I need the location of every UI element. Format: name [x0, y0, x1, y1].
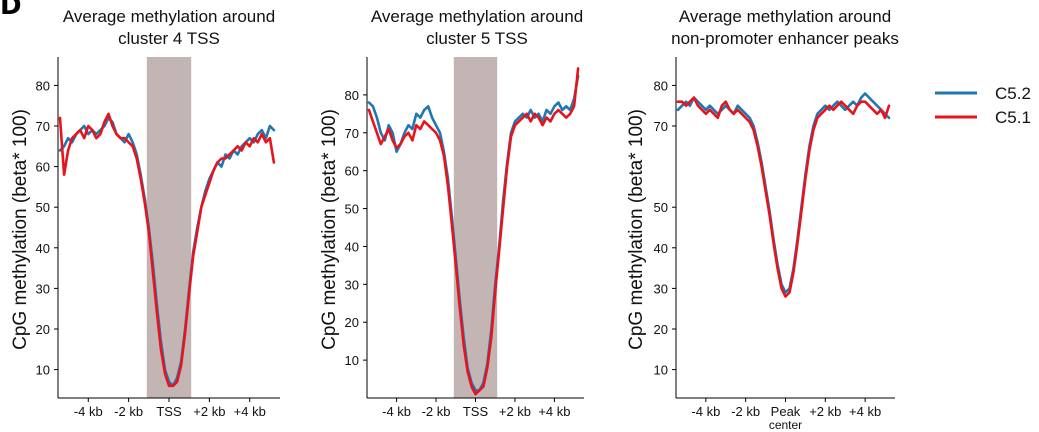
- y-tick-label: 50: [654, 200, 668, 215]
- y-tick-label: 30: [654, 281, 668, 296]
- x-tick-label: +4 kb: [538, 404, 570, 419]
- y-tick-label: 60: [345, 164, 359, 179]
- y-tick-label: 50: [345, 202, 359, 217]
- x-tick-label: -2 kb: [114, 404, 143, 419]
- y-tick-label: 10: [345, 353, 359, 368]
- x-tick-label: -2 kb: [731, 404, 760, 419]
- x-tick-label: +2 kb: [809, 404, 841, 419]
- chart-panel-2: Average methylation around cluster 5 TSS C…: [319, 7, 584, 419]
- y-axis-label: CpG methylation (beta* 100): [319, 109, 340, 350]
- y-tick-label: 80: [36, 78, 50, 93]
- y-tick-label: 40: [36, 241, 50, 256]
- x-tick-label: -4 kb: [74, 404, 103, 419]
- y-axis-label: CpG methylation (beta* 100): [10, 109, 31, 350]
- chart-title-line1: Average methylation around: [63, 7, 275, 26]
- y-tick-label: 40: [654, 241, 668, 256]
- chart-title-line1: Average methylation around: [371, 7, 583, 26]
- x-tick-label: +2 kb: [499, 404, 531, 419]
- chart-title-line2: cluster 5 TSS: [426, 29, 528, 48]
- y-tick-label: 70: [345, 126, 359, 141]
- chart-panel-3: Average methylation around non-promoter e…: [626, 7, 899, 432]
- series-line-c5-1: [676, 96, 891, 298]
- y-tick-label: 20: [654, 322, 668, 337]
- series-line-c5-2: [676, 92, 891, 294]
- x-tick-label: -2 kb: [422, 404, 451, 419]
- series-line-c5-1: [367, 67, 580, 396]
- x-tick-label: TSS: [463, 404, 489, 419]
- y-tick-label: 30: [36, 281, 50, 296]
- legend: C5.2 C5.1: [935, 84, 1031, 127]
- x-tick-label: +2 kb: [193, 404, 225, 419]
- series-line-c5-1: [58, 112, 276, 388]
- y-tick-label: 80: [345, 88, 359, 103]
- panel-letter: D: [0, 0, 22, 21]
- panels: Average methylation around cluster 4 TSS C…: [10, 7, 899, 432]
- y-tick-label: 20: [36, 322, 50, 337]
- y-tick-label: 60: [36, 160, 50, 175]
- x-tick-label: TSS: [156, 404, 182, 419]
- chart-title-line1: Average methylation around: [679, 7, 891, 26]
- y-tick-label: 20: [345, 315, 359, 330]
- chart-title-line2: non-promoter enhancer peaks: [671, 29, 899, 48]
- x-tick-label: -4 kb: [382, 404, 411, 419]
- y-tick-label: 50: [36, 200, 50, 215]
- x-tick-label: +4 kb: [849, 404, 881, 419]
- y-tick-label: 10: [654, 363, 668, 378]
- y-axis-label: CpG methylation (beta* 100): [626, 109, 647, 350]
- chart-title-line2: cluster 4 TSS: [118, 29, 220, 48]
- x-tick-label-line2: center: [769, 418, 802, 432]
- y-tick-label: 40: [345, 239, 359, 254]
- y-tick-label: 10: [36, 363, 50, 378]
- x-tick-label: -4 kb: [691, 404, 720, 419]
- legend-label: C5.1: [995, 108, 1031, 127]
- y-tick-label: 70: [654, 119, 668, 134]
- y-tick-label: 30: [345, 277, 359, 292]
- y-tick-label: 80: [654, 78, 668, 93]
- legend-label: C5.2: [995, 84, 1031, 103]
- series-line-c5-2: [367, 74, 580, 392]
- y-tick-label: 70: [36, 119, 50, 134]
- x-tick-label: +4 kb: [234, 404, 266, 419]
- x-tick-label: Peak: [771, 404, 801, 419]
- chart-panel-1: Average methylation around cluster 4 TSS C…: [10, 7, 280, 419]
